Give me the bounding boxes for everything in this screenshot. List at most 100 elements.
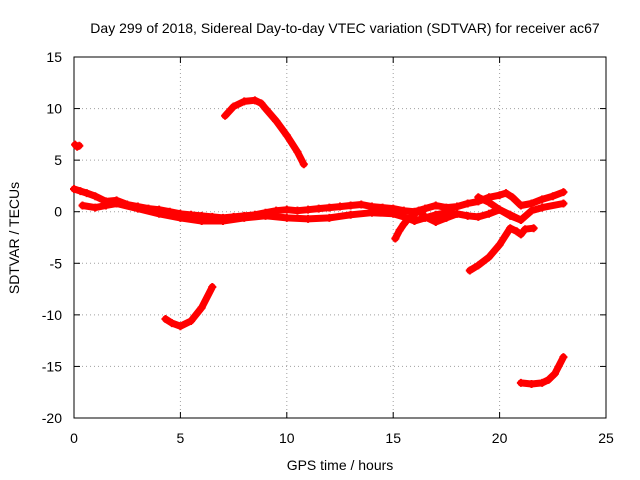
data-point — [91, 203, 100, 212]
data-point — [421, 212, 430, 221]
data-point — [431, 218, 440, 227]
data-point — [538, 195, 547, 204]
x-tick-label: 15 — [385, 430, 401, 446]
data-point — [229, 102, 238, 111]
data-point — [304, 205, 313, 214]
data-point — [197, 303, 206, 312]
data-point — [527, 206, 536, 215]
series-arc-low-5 — [161, 283, 217, 331]
data-point — [548, 192, 557, 201]
y-tick-label: -5 — [50, 255, 63, 271]
data-point — [240, 97, 249, 106]
data-point — [516, 378, 525, 387]
data-point — [559, 353, 568, 362]
data-point — [240, 213, 249, 222]
data-point — [474, 212, 483, 221]
series-layer — [70, 96, 568, 388]
data-point — [453, 209, 462, 218]
data-point — [527, 379, 536, 388]
data-point — [161, 314, 170, 323]
data-point — [367, 208, 376, 217]
data-point — [516, 201, 525, 210]
data-point — [512, 227, 521, 236]
data-point — [197, 216, 206, 225]
data-point — [82, 189, 91, 198]
data-point — [293, 147, 302, 156]
y-tick-label: 15 — [46, 49, 62, 65]
data-point — [550, 369, 559, 378]
data-point — [304, 214, 313, 223]
data-point — [474, 261, 483, 270]
data-point — [559, 199, 568, 208]
data-point — [484, 198, 493, 207]
data-point — [282, 131, 291, 140]
data-point — [506, 211, 515, 220]
data-point — [299, 160, 308, 169]
data-point — [431, 201, 440, 210]
y-tick-label: 10 — [46, 101, 62, 117]
chart-title: Day 299 of 2018, Sidereal Day-to-day VTE… — [90, 20, 600, 36]
series-arc-small-0 — [71, 140, 84, 151]
data-point — [221, 111, 230, 120]
data-point — [516, 230, 525, 239]
data-point — [314, 204, 323, 213]
data-point — [112, 199, 121, 208]
data-point — [474, 193, 483, 202]
data-point — [431, 210, 440, 219]
data-point — [70, 185, 78, 194]
y-axis-label: SDTVAR / TECUs — [6, 182, 22, 294]
data-point — [465, 266, 474, 275]
data-point — [133, 204, 142, 213]
data-point — [325, 203, 334, 212]
data-point — [521, 225, 530, 234]
data-point — [389, 209, 398, 218]
data-point — [218, 216, 227, 225]
data-point — [78, 201, 87, 210]
data-point — [410, 210, 419, 219]
data-point — [463, 211, 472, 220]
data-point — [527, 199, 536, 208]
x-tick-label: 5 — [177, 430, 185, 446]
data-point — [495, 191, 504, 200]
data-point — [544, 375, 553, 384]
data-point — [463, 199, 472, 208]
series-arc-low-21 — [516, 353, 568, 388]
data-point — [261, 104, 270, 113]
data-point — [346, 210, 355, 219]
series-arc-dip-19-21 — [474, 193, 525, 224]
data-point — [395, 226, 404, 235]
data-point — [272, 116, 281, 125]
y-tick-label: -15 — [42, 358, 62, 374]
data-point — [495, 240, 504, 249]
data-point — [538, 203, 547, 212]
data-point — [187, 317, 196, 326]
series-arc-neg-19 — [465, 224, 538, 275]
x-tick-label: 20 — [492, 430, 508, 446]
data-point — [167, 319, 176, 328]
data-point — [538, 378, 547, 387]
data-point — [208, 283, 217, 292]
data-point — [399, 220, 408, 229]
data-point — [501, 189, 510, 198]
data-point — [421, 204, 430, 213]
y-tick-label: 0 — [54, 204, 62, 220]
data-point — [155, 209, 164, 218]
data-point — [529, 224, 538, 233]
data-point — [282, 213, 291, 222]
data-point — [282, 205, 291, 214]
data-point — [336, 202, 344, 211]
data-point — [176, 213, 185, 222]
y-tick-label: -20 — [42, 410, 62, 426]
y-tick-label: 5 — [54, 152, 62, 168]
data-point — [516, 215, 525, 224]
data-point — [250, 96, 259, 105]
data-point — [101, 201, 110, 210]
data-point — [257, 99, 266, 108]
data-point — [357, 200, 366, 209]
data-point — [508, 193, 517, 202]
data-point — [346, 201, 355, 210]
data-point — [484, 253, 493, 262]
plot-frame — [73, 56, 607, 419]
series-arc-dip-15 — [391, 210, 419, 243]
y-tick-label: -10 — [42, 307, 62, 323]
